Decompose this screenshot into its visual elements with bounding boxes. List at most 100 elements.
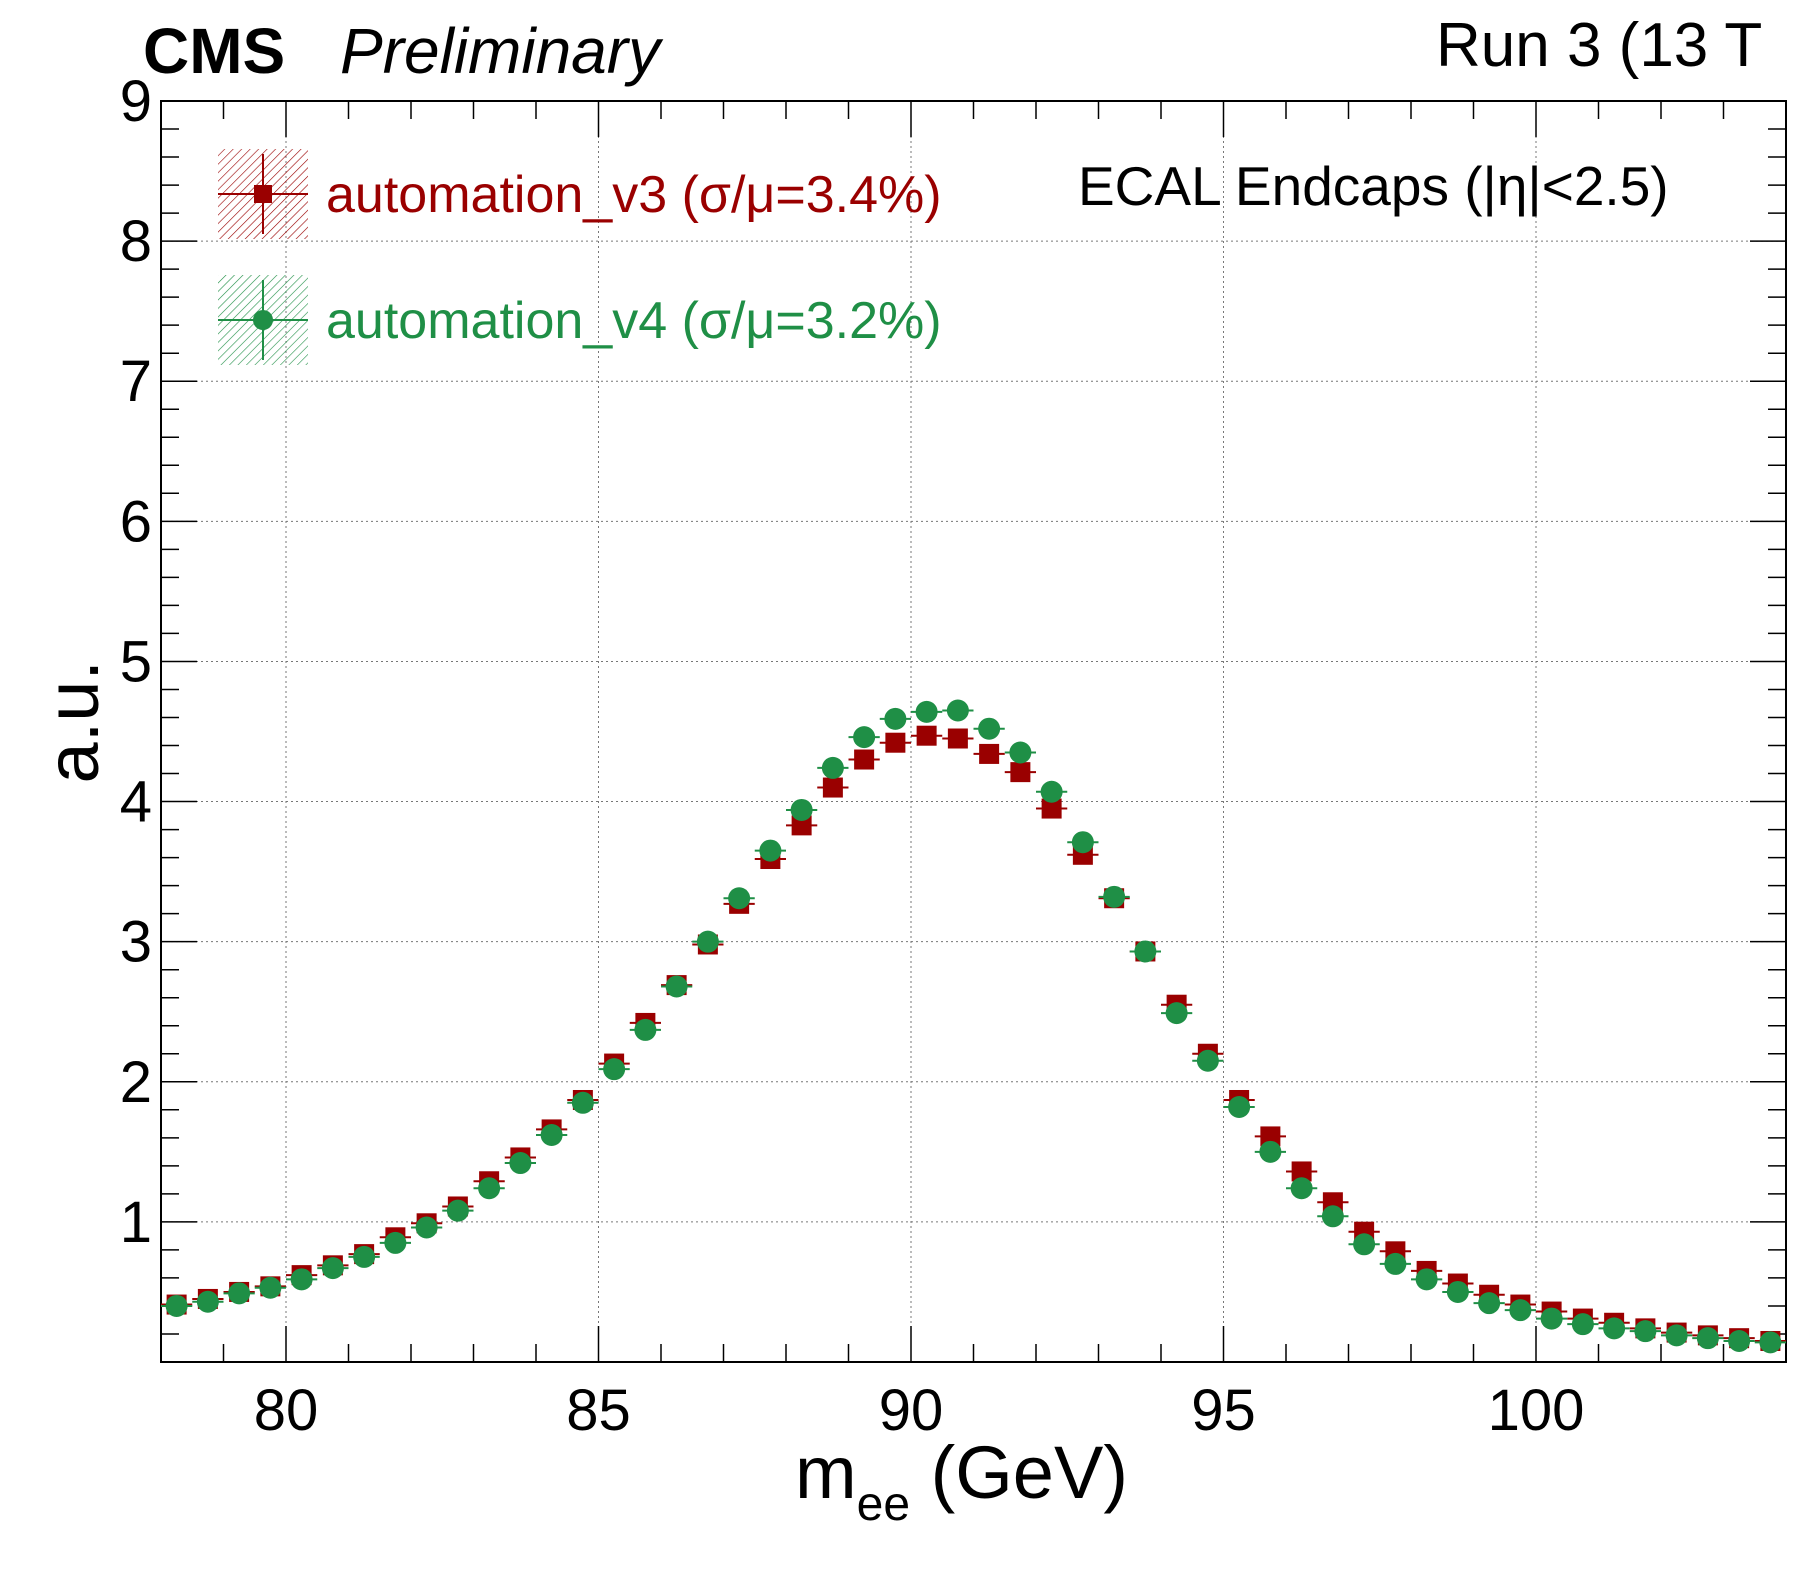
data-point-circle bbox=[1509, 1299, 1532, 1322]
data-point-circle bbox=[1540, 1307, 1563, 1330]
data-point-circle bbox=[1321, 1205, 1344, 1228]
data-point-square bbox=[791, 815, 812, 836]
data-point-circle bbox=[634, 1018, 657, 1041]
y-tick-label: 5 bbox=[120, 629, 152, 694]
data-point-square bbox=[885, 732, 906, 753]
data-point-circle bbox=[1696, 1327, 1719, 1350]
y-tick-label: 4 bbox=[120, 770, 152, 835]
data-point-circle bbox=[446, 1199, 469, 1222]
x-axis-title-main: m bbox=[795, 1431, 857, 1514]
plot-frame bbox=[160, 100, 1787, 1363]
legend-marker-circle bbox=[253, 310, 273, 330]
data-point-circle bbox=[384, 1231, 407, 1254]
data-point-circle bbox=[1165, 1002, 1188, 1025]
data-point-circle bbox=[1728, 1329, 1751, 1352]
y-tick-label: 2 bbox=[120, 1050, 152, 1115]
data-point-circle bbox=[290, 1268, 313, 1291]
x-tick-label: 100 bbox=[1488, 1378, 1585, 1443]
data-point-circle bbox=[228, 1282, 251, 1305]
data-point-circle bbox=[603, 1058, 626, 1081]
data-point-circle bbox=[946, 699, 969, 722]
data-point-circle bbox=[696, 930, 719, 953]
y-tick-label: 6 bbox=[120, 489, 152, 554]
data-point-circle bbox=[509, 1152, 532, 1175]
data-point-circle bbox=[884, 707, 907, 730]
y-tick-label: 8 bbox=[120, 209, 152, 274]
data-point-square bbox=[1010, 762, 1031, 783]
data-point-circle bbox=[1103, 885, 1126, 908]
data-point-circle bbox=[853, 726, 876, 749]
data-point-circle bbox=[915, 700, 938, 723]
data-point-square bbox=[947, 728, 968, 749]
data-point-circle bbox=[165, 1294, 188, 1317]
y-tick-label: 7 bbox=[120, 349, 152, 414]
x-tick-label: 90 bbox=[879, 1378, 944, 1443]
legend-entry-v4: automation_v4 (σ/μ=3.2%) bbox=[218, 275, 942, 365]
data-point-circle bbox=[759, 839, 782, 862]
data-point-circle bbox=[478, 1177, 501, 1200]
data-point-circle bbox=[1071, 831, 1094, 854]
x-axis-title: mee (GeV) bbox=[795, 1431, 1128, 1531]
legend-label-v3: automation_v3 (σ/μ=3.4%) bbox=[326, 166, 942, 224]
legend-marker-square bbox=[254, 185, 272, 203]
data-point-circle bbox=[321, 1257, 344, 1280]
data-point-circle bbox=[1665, 1324, 1688, 1347]
y-tick-label: 3 bbox=[120, 910, 152, 975]
data-point-square bbox=[979, 743, 1000, 764]
x-tick-label: 80 bbox=[254, 1378, 319, 1443]
data-point-circle bbox=[1040, 780, 1063, 803]
x-axis-title-sub: ee bbox=[857, 1478, 910, 1531]
data-point-square bbox=[1291, 1161, 1312, 1182]
data-point-circle bbox=[665, 975, 688, 998]
grid bbox=[161, 100, 1786, 1362]
data-point-square bbox=[1260, 1126, 1281, 1147]
data-point-circle bbox=[728, 887, 751, 910]
data-point-circle bbox=[1259, 1140, 1282, 1163]
data-point-circle bbox=[415, 1216, 438, 1239]
x-axis-title-unit: (GeV) bbox=[910, 1431, 1128, 1514]
data-point-circle bbox=[1196, 1049, 1219, 1072]
data-point-circle bbox=[1228, 1095, 1251, 1118]
axis-tick-labels: 80 85 90 95 100 1 2 3 4 5 6 7 8 9 bbox=[120, 69, 1585, 1443]
data-point-circle bbox=[196, 1290, 219, 1313]
x-tick-label: 95 bbox=[1191, 1378, 1256, 1443]
y-tick-label: 1 bbox=[120, 1190, 152, 1255]
data-point-circle bbox=[1353, 1233, 1376, 1256]
data-point-circle bbox=[821, 756, 844, 779]
data-point-circle bbox=[1603, 1317, 1626, 1340]
legend: automation_v3 (σ/μ=3.4%) automation_v4 (… bbox=[218, 149, 942, 365]
data-point-square bbox=[1041, 798, 1062, 819]
legend-label-v4: automation_v4 (σ/μ=3.2%) bbox=[326, 292, 942, 350]
data-point-circle bbox=[978, 717, 1001, 740]
status-label: Preliminary bbox=[340, 15, 664, 87]
data-point-circle bbox=[1290, 1177, 1313, 1200]
data-point-circle bbox=[571, 1091, 594, 1114]
data-point-circle bbox=[790, 798, 813, 821]
data-point-circle bbox=[1571, 1313, 1594, 1336]
legend-entry-v3: automation_v3 (σ/μ=3.4%) bbox=[218, 149, 942, 239]
data-point-circle bbox=[1384, 1252, 1407, 1275]
data-point-circle bbox=[1446, 1280, 1469, 1303]
data-point-circle bbox=[353, 1245, 376, 1268]
series-1 bbox=[161, 725, 1786, 1351]
region-annotation: ECAL Endcaps (|η|<2.5) bbox=[1078, 155, 1669, 217]
series-2 bbox=[161, 699, 1786, 1354]
data-point-square bbox=[916, 725, 937, 746]
data-point-circle bbox=[1478, 1292, 1501, 1315]
x-tick-label: 85 bbox=[566, 1378, 631, 1443]
axis-ticks bbox=[160, 100, 1787, 1363]
data-marks bbox=[161, 699, 1786, 1354]
experiment-label: CMS bbox=[143, 15, 285, 87]
data-point-circle bbox=[1134, 940, 1157, 963]
data-point-circle bbox=[540, 1124, 563, 1147]
y-tick-label: 9 bbox=[120, 69, 152, 134]
data-point-circle bbox=[1009, 741, 1032, 764]
data-point-circle bbox=[259, 1276, 282, 1299]
data-point-square bbox=[822, 777, 843, 798]
data-point-circle bbox=[1415, 1268, 1438, 1291]
y-axis-title: a.u. bbox=[31, 660, 114, 783]
data-point-circle bbox=[1759, 1331, 1782, 1354]
data-point-circle bbox=[1634, 1320, 1657, 1343]
run-label: Run 3 (13 T bbox=[1436, 11, 1762, 80]
